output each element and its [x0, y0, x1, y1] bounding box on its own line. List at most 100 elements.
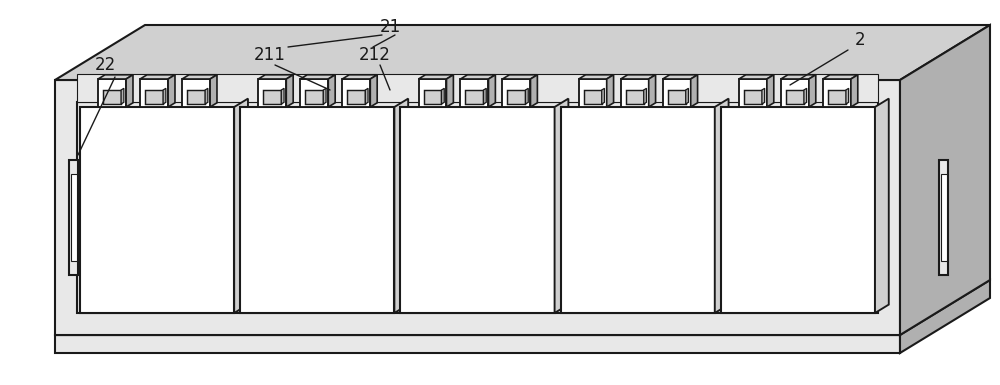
Polygon shape: [739, 79, 767, 107]
Polygon shape: [621, 79, 649, 107]
Polygon shape: [767, 75, 774, 107]
Polygon shape: [98, 75, 133, 79]
Polygon shape: [460, 75, 495, 79]
Polygon shape: [460, 79, 488, 107]
Polygon shape: [69, 160, 78, 275]
Polygon shape: [602, 88, 604, 104]
Polygon shape: [71, 174, 77, 261]
Polygon shape: [258, 79, 286, 107]
Polygon shape: [205, 88, 208, 104]
Polygon shape: [328, 75, 335, 107]
Polygon shape: [210, 75, 217, 107]
Polygon shape: [145, 90, 163, 104]
Polygon shape: [691, 75, 698, 107]
Polygon shape: [621, 75, 656, 79]
Polygon shape: [502, 75, 537, 79]
Polygon shape: [781, 79, 809, 107]
Polygon shape: [644, 88, 646, 104]
Polygon shape: [240, 107, 394, 313]
Polygon shape: [649, 75, 656, 107]
Polygon shape: [875, 99, 889, 313]
Polygon shape: [739, 75, 774, 79]
Polygon shape: [441, 88, 444, 104]
Polygon shape: [555, 99, 568, 313]
Polygon shape: [121, 88, 124, 104]
Polygon shape: [418, 75, 453, 79]
Polygon shape: [80, 107, 234, 313]
Text: 22: 22: [94, 56, 116, 74]
Polygon shape: [55, 80, 900, 335]
Polygon shape: [579, 79, 607, 107]
Polygon shape: [77, 74, 878, 102]
Polygon shape: [140, 75, 175, 79]
Polygon shape: [300, 75, 335, 79]
Polygon shape: [828, 90, 846, 104]
Polygon shape: [258, 75, 293, 79]
Polygon shape: [483, 88, 486, 104]
Polygon shape: [823, 75, 858, 79]
Text: 212: 212: [359, 46, 391, 64]
Polygon shape: [804, 88, 807, 104]
Polygon shape: [823, 79, 851, 107]
Polygon shape: [525, 88, 528, 104]
Polygon shape: [300, 79, 328, 107]
Polygon shape: [234, 99, 248, 313]
Polygon shape: [900, 280, 990, 353]
Polygon shape: [744, 90, 762, 104]
Polygon shape: [182, 75, 217, 79]
Polygon shape: [163, 88, 166, 104]
Polygon shape: [370, 75, 377, 107]
Polygon shape: [77, 102, 878, 313]
Polygon shape: [140, 79, 168, 107]
Polygon shape: [846, 88, 849, 104]
Polygon shape: [347, 90, 365, 104]
Polygon shape: [126, 75, 133, 107]
Polygon shape: [465, 90, 483, 104]
Polygon shape: [607, 75, 614, 107]
Polygon shape: [168, 75, 175, 107]
Polygon shape: [263, 90, 281, 104]
Polygon shape: [342, 79, 370, 107]
Polygon shape: [305, 90, 323, 104]
Polygon shape: [851, 75, 858, 107]
Text: 21: 21: [379, 18, 401, 36]
Polygon shape: [365, 88, 368, 104]
Polygon shape: [530, 75, 537, 107]
Polygon shape: [668, 90, 686, 104]
Text: 211: 211: [254, 46, 286, 64]
Polygon shape: [786, 90, 804, 104]
Polygon shape: [939, 160, 948, 275]
Polygon shape: [663, 79, 691, 107]
Text: 2: 2: [855, 31, 865, 49]
Polygon shape: [98, 79, 126, 107]
Polygon shape: [446, 75, 453, 107]
Polygon shape: [507, 90, 525, 104]
Polygon shape: [715, 99, 729, 313]
Polygon shape: [323, 88, 326, 104]
Polygon shape: [394, 99, 408, 313]
Polygon shape: [55, 25, 990, 80]
Polygon shape: [281, 88, 284, 104]
Polygon shape: [182, 79, 210, 107]
Polygon shape: [809, 75, 816, 107]
Polygon shape: [561, 107, 715, 313]
Polygon shape: [286, 75, 293, 107]
Polygon shape: [626, 90, 644, 104]
Polygon shape: [342, 75, 377, 79]
Polygon shape: [762, 88, 765, 104]
Polygon shape: [663, 75, 698, 79]
Polygon shape: [686, 88, 688, 104]
Polygon shape: [941, 174, 947, 261]
Polygon shape: [579, 75, 614, 79]
Polygon shape: [502, 79, 530, 107]
Polygon shape: [584, 90, 602, 104]
Polygon shape: [721, 107, 875, 313]
Polygon shape: [55, 280, 990, 335]
Polygon shape: [187, 90, 205, 104]
Polygon shape: [55, 335, 900, 353]
Polygon shape: [103, 90, 121, 104]
Polygon shape: [400, 107, 555, 313]
Polygon shape: [418, 79, 446, 107]
Polygon shape: [900, 25, 990, 335]
Polygon shape: [781, 75, 816, 79]
